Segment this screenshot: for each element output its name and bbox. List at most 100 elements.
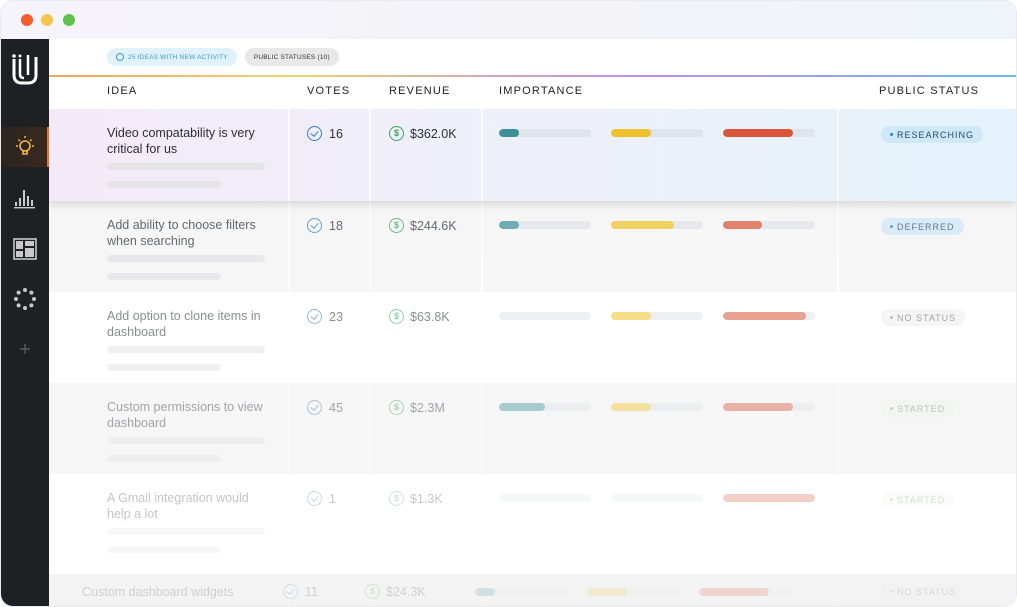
- status-label: NO STATUS: [897, 312, 957, 323]
- table-row[interactable]: Add ability to choose filters when searc…: [49, 201, 1016, 292]
- description-placeholder-line: [107, 255, 265, 262]
- importance-bar-fill: [499, 403, 545, 411]
- revenue-value: $63.8K: [410, 309, 450, 324]
- status-dot-icon: [890, 133, 893, 136]
- table-row[interactable]: Add option to clone items in dashboard 23…: [49, 292, 1016, 383]
- public-status-badge[interactable]: STARTED: [881, 491, 955, 508]
- importance-bar: [611, 403, 703, 411]
- board-layout-icon: [13, 238, 37, 260]
- column-divider: [288, 292, 290, 383]
- table-row-content: Custom permissions to view dashboard 45 $ $…: [49, 383, 1016, 474]
- idea-title[interactable]: Video compatability is very critical for…: [107, 126, 255, 156]
- vote-count[interactable]: 1: [307, 491, 336, 506]
- maximize-window-button[interactable]: [63, 14, 75, 26]
- status-dot-icon: [890, 316, 893, 319]
- public-statuses-chip-label: Public statuses (10): [253, 53, 330, 61]
- table-row[interactable]: A Gmail integration would help a lot 1 $ $1…: [49, 474, 1016, 574]
- add-plus-icon: [20, 344, 30, 354]
- column-divider: [288, 201, 290, 292]
- idea-title[interactable]: Add option to clone items in dashboard: [107, 309, 261, 339]
- description-placeholder-line: [107, 437, 265, 444]
- importance-bar: [723, 403, 815, 411]
- vote-check-icon: [283, 584, 298, 599]
- column-header-votes[interactable]: VOTES: [307, 85, 351, 97]
- status-dot-icon: [890, 590, 893, 593]
- importance-bar: [475, 588, 567, 596]
- revenue-value: $244.6K: [410, 218, 457, 233]
- column-header-public-status[interactable]: PUBLIC STATUS: [879, 85, 980, 97]
- vote-count[interactable]: 45: [307, 400, 343, 415]
- vote-count[interactable]: 23: [307, 309, 343, 324]
- public-statuses-filter-chip[interactable]: Public statuses (10): [244, 48, 339, 66]
- table-row[interactable]: Custom permissions to view dashboard 45 $ $…: [49, 383, 1016, 474]
- vote-count[interactable]: 18: [307, 218, 343, 233]
- column-divider: [837, 201, 839, 292]
- close-window-button[interactable]: [21, 14, 33, 26]
- column-divider: [481, 292, 483, 383]
- vote-count[interactable]: 11: [283, 584, 318, 599]
- importance-bar-fill: [723, 312, 806, 320]
- column-header-idea[interactable]: IDEA: [107, 85, 138, 97]
- description-placeholder-line: [107, 364, 221, 371]
- sidebar-item-ideas[interactable]: [1, 127, 49, 167]
- importance-bar-fill: [699, 588, 769, 596]
- column-divider: [837, 474, 839, 574]
- revenue-value: $1.3K: [410, 491, 443, 506]
- table-header-row: IDEA VOTES REVENUE IMPORTANCE PUBLIC STA…: [49, 85, 1016, 105]
- sidebar: [1, 39, 49, 606]
- column-divider: [369, 201, 371, 292]
- table-row-content: Custom dashboard widgets 11 $ $24.3K NO STAT…: [49, 574, 1016, 606]
- vote-count[interactable]: 16: [307, 126, 343, 141]
- importance-bar-fill: [611, 221, 674, 229]
- sidebar-item-analytics[interactable]: [1, 177, 49, 217]
- idea-title[interactable]: Custom dashboard widgets: [82, 585, 234, 599]
- sidebar-item-progress[interactable]: [1, 279, 49, 319]
- public-status-badge[interactable]: NO STATUS: [881, 583, 966, 600]
- vote-check-icon: [307, 491, 322, 506]
- public-status-badge[interactable]: RESEARCHING: [881, 126, 984, 143]
- public-status-badge[interactable]: DEFERRED: [881, 218, 964, 235]
- column-divider: [837, 292, 839, 383]
- revenue-amount: $ $362.0K: [389, 126, 457, 141]
- column-divider: [288, 383, 290, 474]
- importance-bar: [611, 312, 703, 320]
- status-label: STARTED: [897, 494, 946, 505]
- status-label: STARTED: [897, 403, 946, 414]
- column-header-importance[interactable]: IMPORTANCE: [499, 85, 584, 97]
- description-placeholder-line: [107, 273, 221, 280]
- importance-bar: [723, 221, 815, 229]
- importance-bar: [499, 403, 591, 411]
- importance-bar-fill: [611, 129, 652, 137]
- new-activity-filter-chip[interactable]: 25 ideas with new activity: [107, 48, 237, 66]
- minimize-window-button[interactable]: [41, 14, 53, 26]
- revenue-value: $24.3K: [386, 584, 426, 599]
- importance-bar: [611, 221, 703, 229]
- table-row[interactable]: Custom dashboard widgets 11 $ $24.3K NO STAT…: [49, 574, 1016, 606]
- header-accent-divider: [49, 75, 1016, 77]
- status-label: DEFERRED: [897, 221, 955, 232]
- vote-count-value: 11: [305, 584, 318, 599]
- table-row-content: A Gmail integration would help a lot 1 $ $1…: [49, 474, 1016, 574]
- new-activity-chip-label: 25 ideas with new activity: [128, 53, 228, 61]
- vote-check-icon: [307, 218, 322, 233]
- importance-bar-fill: [587, 588, 628, 596]
- public-status-badge[interactable]: NO STATUS: [881, 309, 966, 326]
- importance-bar-fill: [723, 129, 793, 137]
- sidebar-item-add[interactable]: [1, 329, 49, 369]
- idea-title[interactable]: Add ability to choose filters when searc…: [107, 218, 256, 248]
- importance-bar: [723, 312, 815, 320]
- vote-check-icon: [307, 126, 322, 141]
- description-placeholder-line: [107, 546, 221, 553]
- column-header-revenue[interactable]: REVENUE: [389, 85, 451, 97]
- importance-bar-fill: [499, 221, 520, 229]
- table-row[interactable]: Video compatability is very critical for…: [49, 109, 1016, 201]
- idea-title[interactable]: A Gmail integration would help a lot: [107, 491, 249, 521]
- importance-bar: [499, 129, 591, 137]
- importance-bar: [611, 129, 703, 137]
- idea-title[interactable]: Custom permissions to view dashboard: [107, 400, 263, 430]
- filter-chips: 25 ideas with new activity Public status…: [107, 48, 339, 66]
- column-divider: [369, 292, 371, 383]
- status-label: RESEARCHING: [897, 129, 975, 140]
- sidebar-item-boards[interactable]: [1, 229, 49, 269]
- public-status-badge[interactable]: STARTED: [881, 400, 955, 417]
